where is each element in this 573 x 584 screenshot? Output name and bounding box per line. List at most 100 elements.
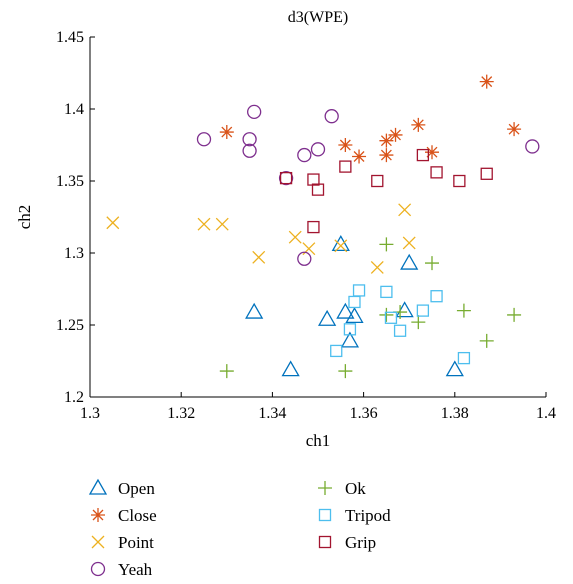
point-point: [106, 216, 120, 230]
x-axis-label: ch1: [306, 431, 331, 450]
point-open: [331, 235, 350, 252]
point-grip: [371, 174, 384, 188]
point-open: [340, 331, 360, 348]
point-ok: [219, 364, 234, 379]
y-axis-label: ch2: [15, 205, 34, 230]
point-open: [317, 309, 337, 326]
point-tripod: [457, 351, 471, 365]
legend-item-ok: Ok: [318, 479, 366, 498]
point-tripod: [393, 324, 407, 337]
legend-marker-point: [91, 535, 105, 549]
point-point: [215, 217, 229, 231]
point-grip: [307, 173, 320, 186]
point-tripod: [330, 344, 343, 358]
point-yeah: [310, 142, 326, 157]
point-open: [400, 253, 419, 270]
point-point: [197, 217, 211, 231]
point-tripod: [384, 311, 398, 324]
point-ok: [379, 237, 394, 252]
legend-marker-yeah: [90, 561, 106, 577]
point-grip: [339, 160, 352, 173]
plot-frame: [89, 37, 546, 398]
point-ok: [411, 315, 426, 330]
point-close: [379, 148, 394, 163]
point-open: [445, 360, 464, 377]
point-tripod: [348, 295, 361, 309]
point-open: [281, 360, 300, 377]
point-tripod: [352, 284, 366, 297]
legend-label-tripod: Tripod: [345, 506, 391, 525]
legend-label-grip: Grip: [345, 533, 376, 552]
point-yeah: [525, 139, 540, 154]
legend-marker-close: [91, 508, 105, 522]
legend-marker-ok: [318, 481, 332, 495]
data-points: [106, 74, 540, 379]
point-tripod: [416, 304, 430, 317]
point-ok: [425, 256, 439, 271]
legend-marker-open: [88, 478, 108, 495]
legend-label-point: Point: [118, 533, 154, 552]
point-tripod: [380, 285, 393, 299]
point-point: [398, 203, 412, 217]
point-yeah: [324, 109, 339, 124]
point-point: [288, 230, 302, 244]
point-yeah: [278, 170, 294, 186]
point-grip: [430, 166, 443, 179]
point-ok: [338, 364, 353, 379]
point-yeah: [242, 132, 257, 147]
point-point: [252, 250, 266, 264]
legend-marker-grip: [318, 535, 332, 549]
point-open: [395, 301, 414, 318]
x-tick-label: 1.34: [258, 405, 286, 422]
point-point: [334, 239, 348, 253]
point-close: [507, 122, 522, 137]
point-close: [379, 133, 394, 148]
point-grip: [480, 167, 493, 180]
y-tick-label: 1.2: [64, 389, 84, 406]
legend-item-close: Close: [91, 506, 157, 525]
point-open: [245, 302, 264, 319]
point-point: [402, 236, 416, 250]
legend: Open Close Point Yeah Ok Tripod Grip: [88, 478, 391, 579]
point-ok: [479, 333, 494, 348]
point-grip: [453, 174, 466, 188]
point-grip: [311, 183, 325, 196]
point-close: [411, 117, 426, 132]
point-close: [338, 138, 353, 152]
point-grip: [279, 171, 293, 185]
y-tick-label: 1.3: [64, 245, 84, 262]
legend-marker-tripod: [318, 508, 332, 522]
point-open: [345, 307, 364, 324]
point-close: [479, 74, 494, 89]
x-tick-label: 1.36: [350, 405, 378, 422]
x-tick-label: 1.32: [167, 405, 195, 422]
legend-item-point: Point: [91, 533, 154, 552]
point-tripod: [343, 323, 357, 336]
point-yeah: [247, 104, 262, 120]
point-open: [336, 302, 355, 319]
y-axis: 1.2 1.25 1.3 1.35 1.4 1.45: [56, 29, 95, 406]
y-tick-label: 1.35: [56, 173, 84, 190]
legend-label-close: Close: [118, 506, 157, 525]
y-tick-label: 1.4: [64, 101, 84, 118]
point-ok: [456, 303, 471, 318]
point-tripod: [430, 290, 443, 303]
point-close: [425, 145, 439, 160]
point-grip: [416, 148, 430, 162]
point-ok: [379, 307, 394, 322]
point-yeah: [297, 147, 312, 163]
legend-label-yeah: Yeah: [118, 560, 153, 579]
y-tick-label: 1.25: [56, 317, 84, 334]
legend-label-open: Open: [118, 479, 155, 498]
point-grip: [307, 220, 320, 234]
x-axis: 1.3 1.32 1.34 1.36 1.38 1.4: [80, 392, 556, 422]
x-tick-label: 1.38: [441, 405, 469, 422]
legend-item-grip: Grip: [318, 533, 376, 552]
x-tick-label: 1.3: [80, 405, 100, 422]
legend-item-open: Open: [88, 478, 155, 498]
point-yeah: [242, 143, 257, 158]
legend-item-yeah: Yeah: [90, 560, 153, 579]
point-close: [352, 149, 367, 164]
point-close: [388, 127, 403, 142]
